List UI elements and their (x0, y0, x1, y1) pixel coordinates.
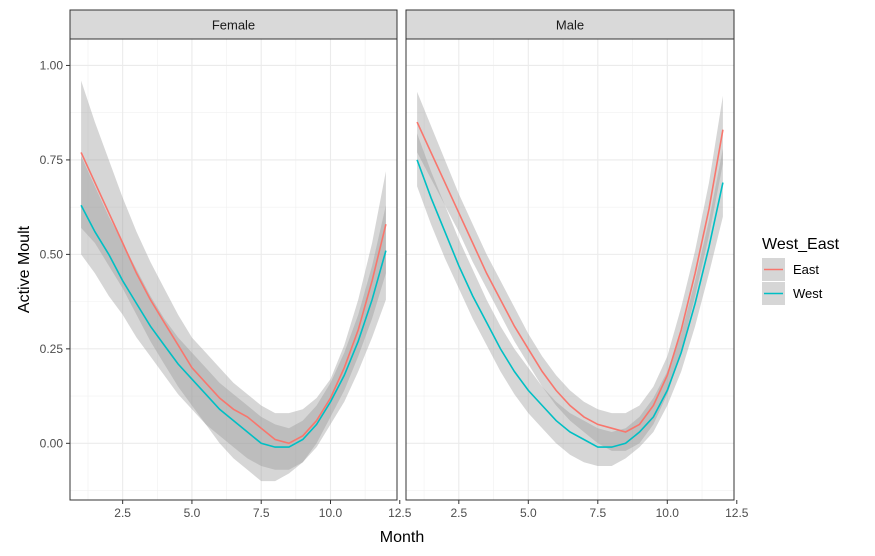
x-tick-label: 5.0 (520, 506, 537, 520)
x-tick-label: 7.5 (253, 506, 270, 520)
series-line-east (80, 152, 387, 445)
legend-title: West_East (762, 236, 840, 253)
confidence-band-east (417, 91, 723, 451)
legend-label: West (793, 286, 823, 301)
y-tick-label: 0.50 (40, 247, 64, 261)
x-tick-label: 5.0 (184, 506, 201, 520)
y-tick-label: 0.00 (40, 436, 64, 450)
legend-label: East (793, 262, 819, 277)
x-tick-label: 2.5 (450, 506, 467, 520)
series-line-east (416, 121, 724, 433)
x-tick-label: 12.5 (725, 506, 749, 520)
panel-border (69, 38, 398, 501)
panel-border (405, 38, 735, 501)
facet-strip-label: Female (212, 18, 255, 33)
legend-entry-west: West (762, 282, 823, 305)
panel-background (70, 39, 397, 500)
x-tick-label: 12.5 (388, 506, 412, 520)
legend-entry-east: East (762, 258, 819, 281)
panel-male: Male 2.5 5.0 7.5 10.0 12.5 (405, 9, 749, 520)
facet-strip (69, 9, 398, 40)
y-axis-title: Active Moult (16, 225, 33, 313)
x-tick-label: 2.5 (114, 506, 131, 520)
legend: West_East East West (762, 236, 840, 305)
x-tick-label: 10.0 (319, 506, 343, 520)
confidence-band-east (81, 80, 386, 482)
y-tick-label: 0.25 (40, 342, 64, 356)
x-tick-label: 10.0 (656, 506, 680, 520)
series-line-west (416, 159, 724, 448)
y-tick-label: 1.00 (40, 58, 64, 72)
panel-female: Female 2.5 5.0 7.5 10.0 12.5 0.00 0.25 0.50 0.75 1… (40, 9, 412, 520)
x-axis-title: Month (380, 529, 424, 546)
confidence-band-west (417, 133, 723, 466)
facet-strip-label: Male (556, 18, 584, 33)
series-line-west (80, 204, 387, 448)
x-tick-label: 7.5 (589, 506, 606, 520)
facet-panels: Female 2.5 5.0 7.5 10.0 12.5 0.00 0.25 0.50 0.75 1… (40, 9, 749, 520)
y-tick-label: 0.75 (40, 153, 64, 167)
